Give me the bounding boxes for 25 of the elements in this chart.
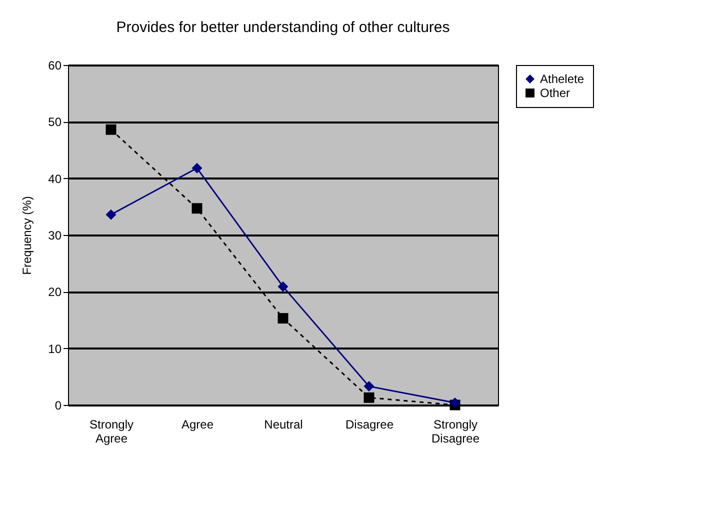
legend-label: Athelete [540, 72, 584, 86]
point [192, 162, 202, 174]
point [364, 392, 374, 403]
point [450, 397, 460, 408]
legend-label: Other [540, 86, 570, 100]
x-tick-label: Strongly Disagree [431, 418, 480, 446]
point [106, 209, 116, 220]
y-tick-label: 20 [48, 285, 62, 300]
point [106, 124, 116, 135]
point [192, 203, 202, 214]
y-tick-label: 60 [48, 58, 62, 72]
x-tick-label: Disagree [345, 418, 394, 432]
x-tick-label: Strongly Agree [89, 418, 134, 446]
chart-title: Provides for better understanding of other cultures [116, 19, 450, 36]
y-tick-label: 30 [48, 228, 62, 242]
y-tick-label: 50 [48, 115, 62, 130]
y-tick-label: 0 [54, 398, 62, 412]
y-tick-label: 40 [48, 172, 62, 186]
y-axis-title: Frequency (%) [20, 196, 34, 275]
point [278, 281, 288, 292]
point [278, 313, 288, 324]
point [364, 381, 374, 392]
x-tick-label: Neutral [264, 418, 303, 432]
y-tick-label: 10 [48, 342, 62, 356]
x-tick-label: Agree [181, 418, 214, 432]
